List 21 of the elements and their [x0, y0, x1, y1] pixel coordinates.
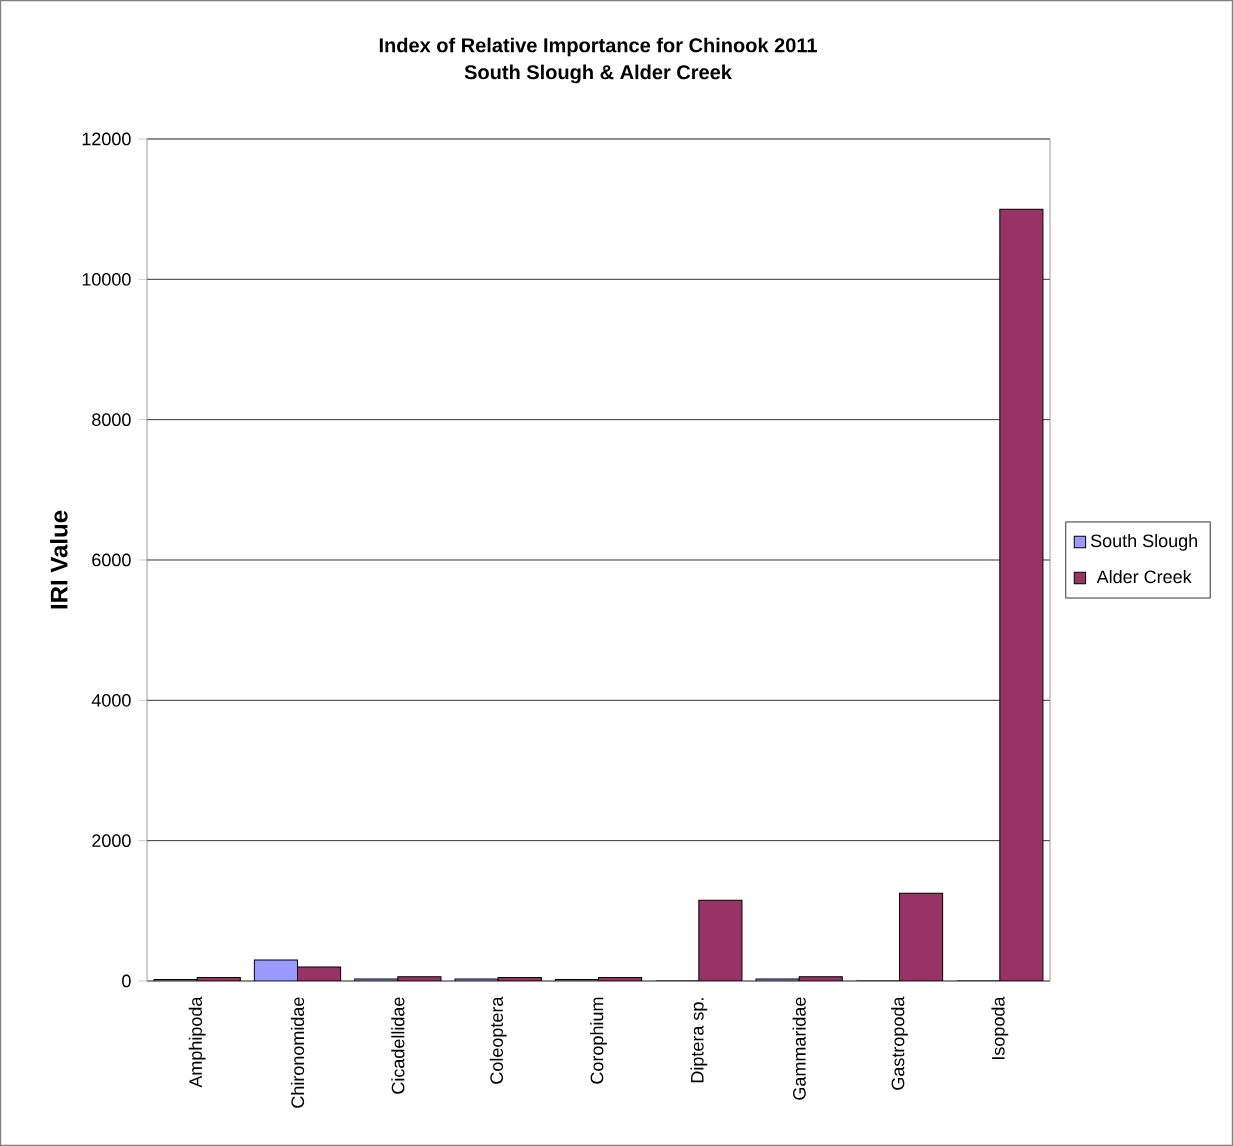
- x-tick-label: Amphipoda: [188, 996, 206, 1088]
- y-tick-label: 0: [122, 974, 131, 988]
- x-tick-label: Coleoptera: [489, 996, 507, 1084]
- y-tick-label: 4000: [91, 693, 131, 707]
- legend-label: South Slough: [1090, 533, 1198, 551]
- x-tick-label: Corophium: [590, 997, 607, 1084]
- y-tick-label: 6000: [92, 553, 131, 567]
- legend-label: Alder Creek: [1096, 569, 1192, 584]
- y-tick-label: 2000: [92, 834, 131, 848]
- x-tick-label: Gammaridae: [792, 997, 806, 1100]
- chart-subtitle: South Slough & Alder Creek: [464, 64, 732, 84]
- y-axis-title: IRI Value: [50, 510, 68, 609]
- y-tick-label: 8000: [92, 413, 131, 427]
- x-tick-label: Chironomidae: [290, 997, 305, 1108]
- x-tick-label: Cicadellidae: [391, 997, 405, 1094]
- y-tick-label: 12000: [82, 132, 131, 146]
- x-tick-label: Gastropoda: [891, 996, 908, 1090]
- y-tick-label: 10000: [82, 272, 131, 286]
- chart-title: Index of Relative Importance for Chinook 2011: [379, 37, 817, 57]
- x-tick-label: Diptera sp.: [690, 998, 708, 1083]
- x-tick-label: Isopoda: [991, 996, 1009, 1059]
